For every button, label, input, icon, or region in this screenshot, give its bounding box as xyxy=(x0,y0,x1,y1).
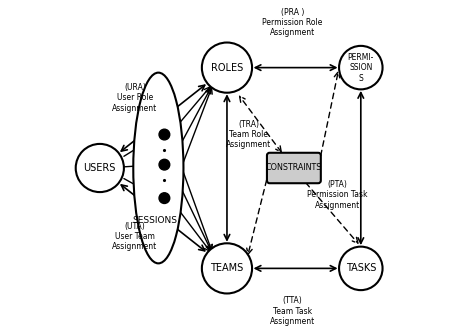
Circle shape xyxy=(202,243,252,293)
Text: USERS: USERS xyxy=(83,163,116,173)
Text: TASKS: TASKS xyxy=(346,263,376,274)
Ellipse shape xyxy=(133,73,183,263)
Text: (URA)
User Role
Assignment: (URA) User Role Assignment xyxy=(112,83,157,113)
Text: ROLES: ROLES xyxy=(211,62,243,73)
Text: (UTA)
User Team
Assignment: (UTA) User Team Assignment xyxy=(112,222,157,251)
Text: TEAMS: TEAMS xyxy=(210,263,244,274)
Text: CONSTRAINTS: CONSTRAINTS xyxy=(266,164,322,172)
Circle shape xyxy=(339,247,383,290)
FancyBboxPatch shape xyxy=(267,153,321,183)
Text: (PTA)
Permission Task
Assignment: (PTA) Permission Task Assignment xyxy=(307,180,368,210)
Text: (PRA )
Permission Role
Assignment: (PRA ) Permission Role Assignment xyxy=(262,7,322,37)
Text: PERMI-
SSION
S: PERMI- SSION S xyxy=(347,53,374,83)
Circle shape xyxy=(339,46,383,89)
Text: (TTA)
Team Task
Assignment: (TTA) Team Task Assignment xyxy=(270,296,315,326)
Text: SESSIONS: SESSIONS xyxy=(133,216,178,225)
Circle shape xyxy=(159,129,170,140)
Circle shape xyxy=(76,144,124,192)
Circle shape xyxy=(159,193,170,204)
Circle shape xyxy=(202,43,252,93)
Circle shape xyxy=(159,159,170,170)
Text: (TRA)
Team Role
Assignment: (TRA) Team Role Assignment xyxy=(226,120,271,150)
